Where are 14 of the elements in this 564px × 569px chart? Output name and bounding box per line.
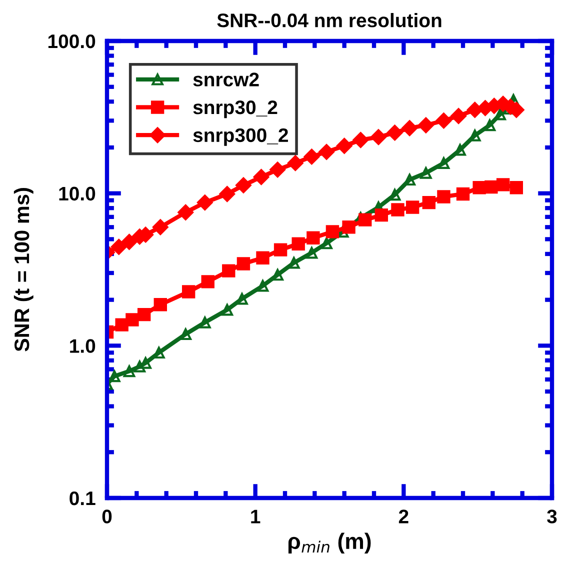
y-axis-title: SNR (t = 100 ms) [14,188,34,352]
legend-label: snrcw2 [193,72,259,86]
legend-label: snrp30_2 [193,100,278,118]
x-tick-label: 2 [398,510,408,524]
y-tick-label: 1.0 [70,339,96,353]
x-tick-label: 0 [102,510,112,524]
y-tick-label: 0.1 [70,491,96,506]
y-tick-label: 100.0 [48,34,96,48]
x-axis-title: ρ$_{min}$ (m) [288,532,371,554]
legend-label: snrp300_2 [193,128,288,146]
y-tick-label: 10.0 [59,186,96,201]
x-tick-label: 3 [547,510,557,524]
chart-title: SNR--0.04 nm resolution [217,13,442,28]
x-tick-label: 1 [251,510,260,524]
